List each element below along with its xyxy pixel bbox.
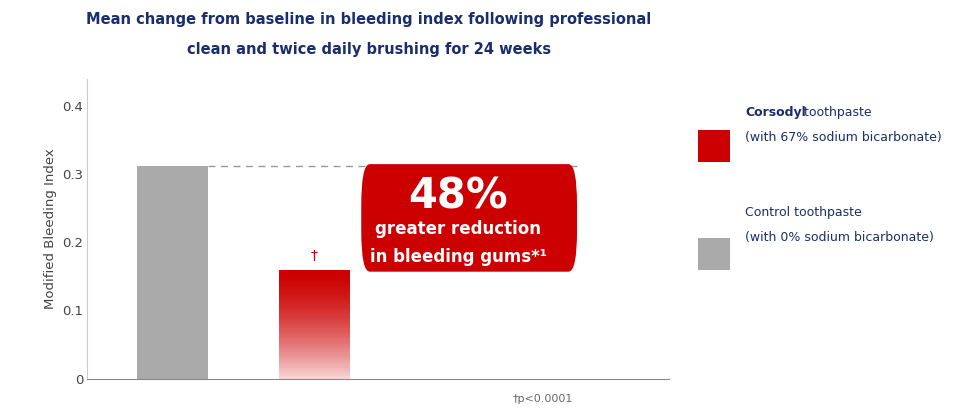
- Bar: [279, 320, 350, 322]
- Bar: [279, 294, 350, 296]
- Bar: [279, 272, 350, 274]
- Bar: [279, 317, 350, 320]
- Bar: [279, 329, 350, 331]
- Bar: [279, 372, 350, 374]
- Bar: [279, 363, 350, 366]
- Bar: [279, 287, 350, 289]
- Bar: [279, 305, 350, 307]
- Bar: [279, 315, 350, 317]
- Bar: [279, 298, 350, 300]
- Bar: [279, 342, 350, 344]
- FancyBboxPatch shape: [360, 164, 577, 272]
- Bar: [279, 348, 350, 350]
- Text: in bleeding gums*¹: in bleeding gums*¹: [369, 248, 547, 266]
- Text: toothpaste: toothpaste: [799, 106, 871, 119]
- Text: clean and twice daily brushing for 24 weeks: clean and twice daily brushing for 24 we…: [186, 42, 550, 57]
- Text: (with 67% sodium bicarbonate): (with 67% sodium bicarbonate): [744, 131, 941, 144]
- Text: (with 0% sodium bicarbonate): (with 0% sodium bicarbonate): [744, 231, 933, 244]
- Bar: [279, 274, 350, 276]
- Bar: [279, 270, 350, 272]
- Bar: [279, 331, 350, 333]
- Bar: [279, 352, 350, 354]
- Bar: [279, 350, 350, 352]
- Bar: [279, 337, 350, 339]
- Text: 48%: 48%: [408, 176, 508, 218]
- Bar: [279, 374, 350, 376]
- Bar: [279, 376, 350, 379]
- Bar: [279, 289, 350, 292]
- Bar: [279, 292, 350, 294]
- Bar: [279, 326, 350, 329]
- Bar: [279, 285, 350, 287]
- Bar: [279, 368, 350, 370]
- Bar: [279, 311, 350, 313]
- Bar: [279, 300, 350, 302]
- Bar: [279, 280, 350, 283]
- Bar: [279, 339, 350, 342]
- Bar: [279, 344, 350, 346]
- Text: Corsodyl: Corsodyl: [744, 106, 805, 119]
- Bar: [279, 307, 350, 309]
- Y-axis label: Modified Bleeding Index: Modified Bleeding Index: [44, 149, 56, 309]
- Bar: [279, 354, 350, 357]
- Bar: [279, 296, 350, 298]
- Bar: [279, 322, 350, 324]
- Bar: [279, 366, 350, 368]
- Bar: [279, 370, 350, 372]
- Bar: [279, 346, 350, 348]
- Bar: [279, 278, 350, 280]
- Bar: [279, 309, 350, 311]
- Bar: [279, 335, 350, 337]
- Bar: [279, 276, 350, 278]
- Text: †p<0.0001: †p<0.0001: [512, 394, 572, 404]
- Bar: [279, 283, 350, 285]
- Bar: [279, 359, 350, 361]
- Text: greater reduction: greater reduction: [375, 220, 541, 238]
- Text: †: †: [311, 249, 318, 263]
- Bar: [279, 333, 350, 335]
- Bar: [137, 166, 207, 379]
- Bar: [279, 324, 350, 326]
- Bar: [279, 270, 350, 379]
- Bar: [279, 357, 350, 359]
- Text: Mean change from baseline in bleeding index following professional: Mean change from baseline in bleeding in…: [86, 12, 650, 27]
- Bar: [279, 313, 350, 315]
- Text: Control toothpaste: Control toothpaste: [744, 206, 860, 219]
- Bar: [279, 361, 350, 363]
- Bar: [279, 302, 350, 305]
